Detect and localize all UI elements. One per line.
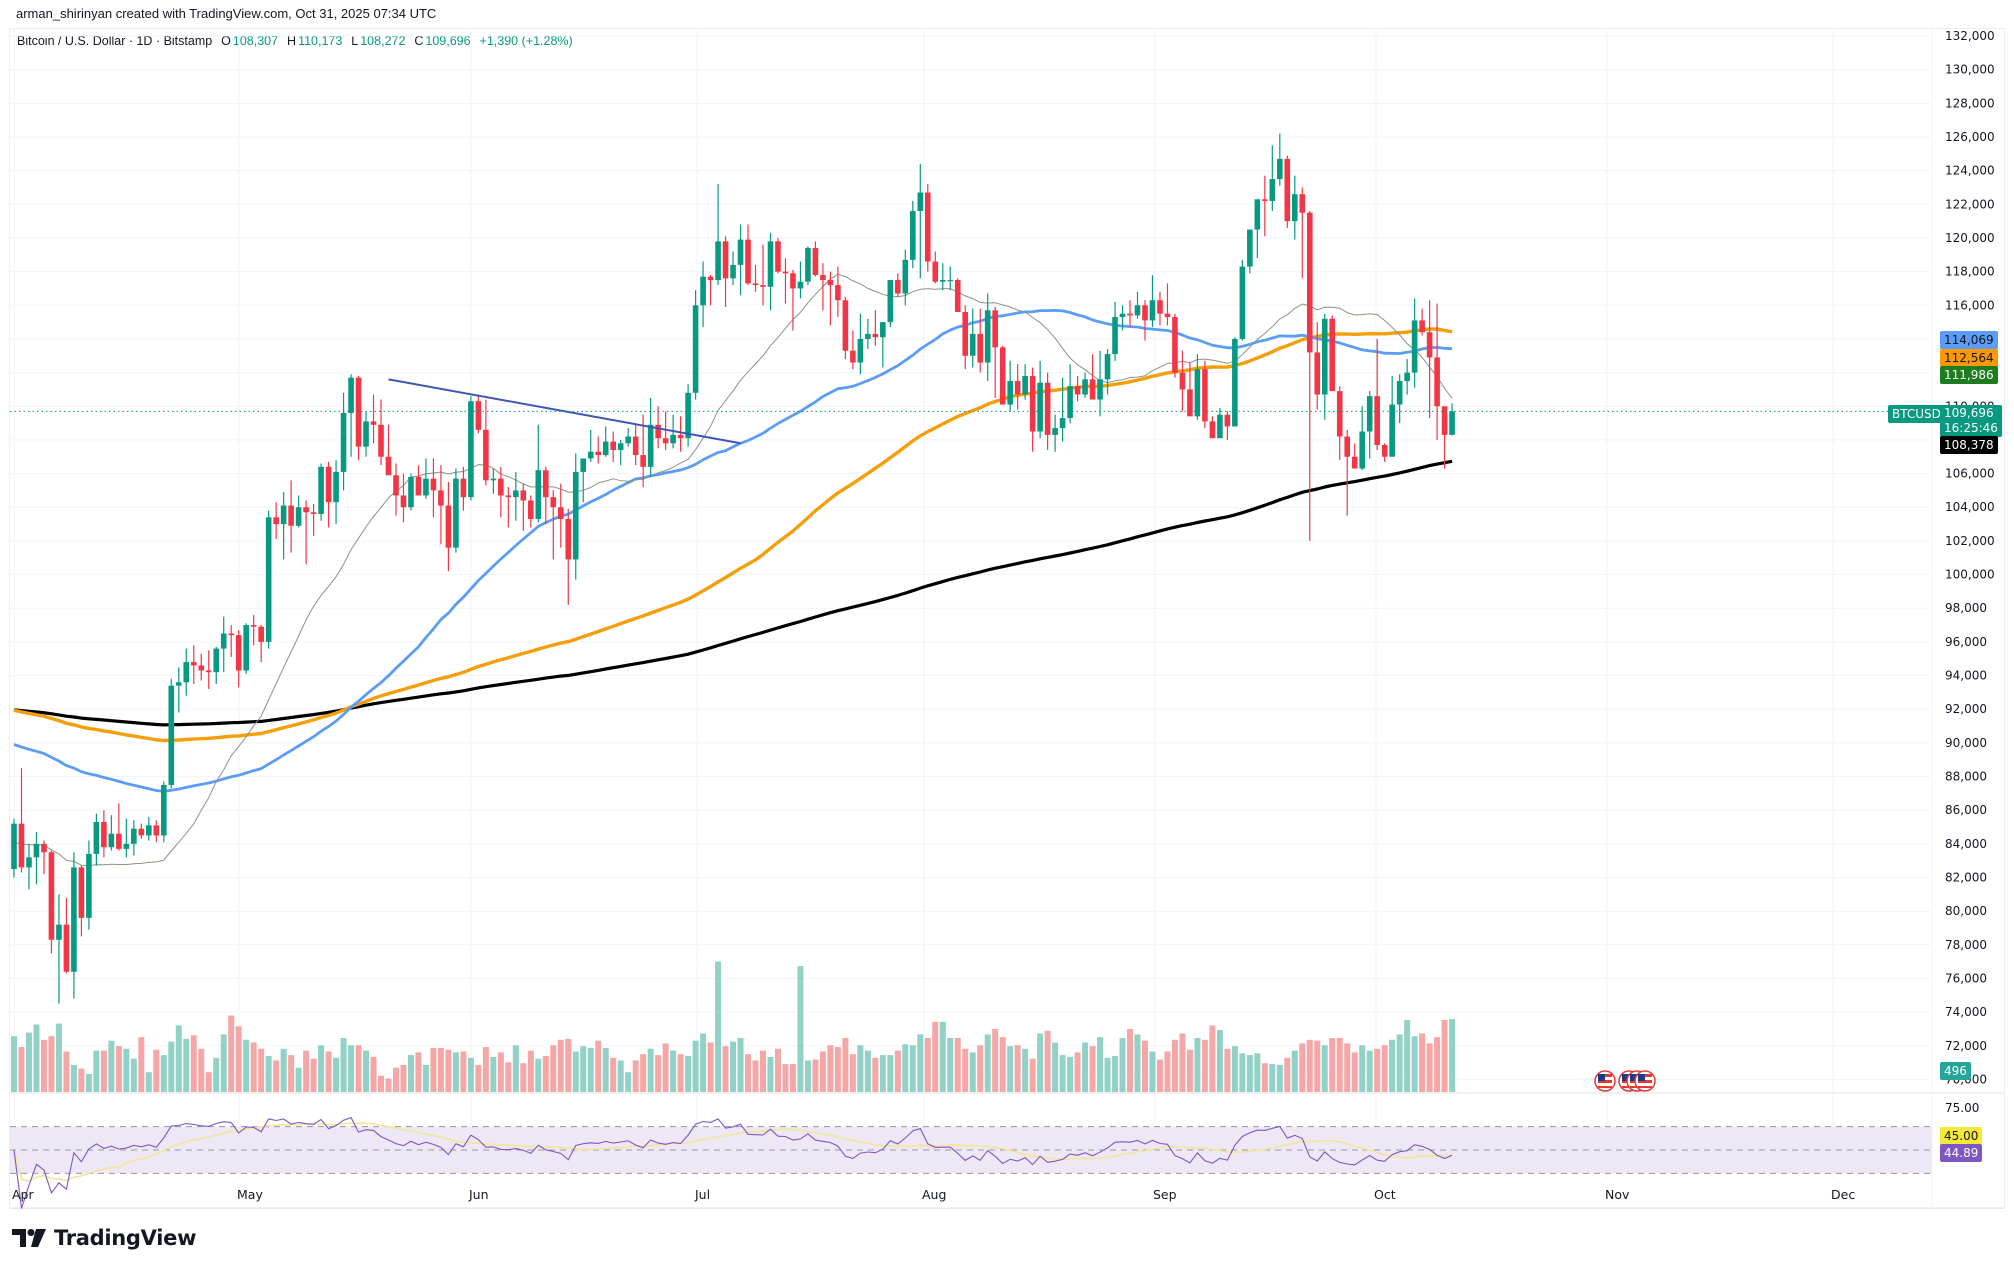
brand-name: TradingView <box>54 1226 197 1250</box>
ma50-price-tag: 114,069 <box>1940 331 1998 349</box>
us-event-flag-icon[interactable] <box>1594 1070 1616 1092</box>
volume-bars <box>11 961 1456 1092</box>
rsi-indicator <box>13 1116 1453 1209</box>
tradingview-logo[interactable]: TradingView <box>12 1226 196 1250</box>
economic-events[interactable] <box>1594 1070 1656 1092</box>
price-tick-label: 86,000 <box>1945 803 1987 817</box>
grid-lines <box>10 28 2004 1209</box>
chart-attribution: arman_shirinyan created with TradingView… <box>16 6 437 21</box>
rsi-ma-tag: 45.00 <box>1940 1127 1983 1145</box>
price-tick-label: 124,000 <box>1945 164 1995 178</box>
price-tick-label: 122,000 <box>1945 197 1995 211</box>
price-tick-label: 94,000 <box>1945 669 1987 683</box>
price-tick-label: 126,000 <box>1945 130 1995 144</box>
moving-averages <box>13 273 1453 867</box>
price-tick-label: 104,000 <box>1945 500 1995 514</box>
price-tick-label: 106,000 <box>1945 467 1995 481</box>
ma200-price-tag: 108,378 <box>1940 436 1998 454</box>
price-tick-label: 90,000 <box>1945 736 1987 750</box>
close-label: C <box>414 34 424 48</box>
time-axis[interactable]: Apr May Jun Jul Aug Sep Oct Nov Dec <box>12 1187 1855 1202</box>
price-tick-label: 74,000 <box>1945 1005 1987 1019</box>
price-tick-label: 88,000 <box>1945 770 1987 784</box>
price-tick-label: 82,000 <box>1945 871 1987 885</box>
price-tick-label: 130,000 <box>1945 63 1995 77</box>
time-tick-label: Nov <box>1605 1187 1630 1202</box>
time-tick-label: Dec <box>1831 1187 1855 1202</box>
open-value: 108,307 <box>232 34 279 48</box>
time-tick-label: May <box>237 1187 263 1202</box>
symbol-title[interactable]: Bitcoin / U.S. Dollar · 1D · Bitstamp <box>17 34 213 48</box>
price-tick-label: 92,000 <box>1945 702 1987 716</box>
price-tick-label: 116,000 <box>1945 298 1995 312</box>
price-tick-label: 128,000 <box>1945 96 1995 110</box>
low-label: L <box>351 34 359 48</box>
symbol-tag: BTCUSD <box>1888 405 1945 423</box>
high-label: H <box>287 34 297 48</box>
price-tick-label: 72,000 <box>1945 1039 1987 1053</box>
open-label: O <box>221 34 231 48</box>
price-tick-label: 100,000 <box>1945 568 1995 582</box>
time-tick-label: Jul <box>694 1187 710 1202</box>
time-tick-label: Sep <box>1153 1187 1177 1202</box>
price-tick-label: 78,000 <box>1945 938 1987 952</box>
rsi-value-tag: 44.89 <box>1940 1144 1983 1162</box>
rsi-levels <box>10 1126 1932 1174</box>
candlesticks <box>11 133 1455 1004</box>
rsi-axis-label: 75.00 <box>1945 1101 1979 1115</box>
last-price-value: 109,696 <box>1944 406 1994 420</box>
change-value: +1,390 (+1.28%) <box>479 34 573 48</box>
tradingview-logo-icon <box>12 1229 46 1247</box>
price-axis[interactable]: 132,000 130,000 128,000 126,000 124,000 122,0… <box>1945 29 1995 1115</box>
time-tick-label: Apr <box>12 1187 34 1202</box>
last-price-tag: 109,696 16:25:46 <box>1940 405 2002 437</box>
price-tick-label: 76,000 <box>1945 971 1987 985</box>
close-value: 109,696 <box>425 34 471 48</box>
ma100-price-tag: 112,564 <box>1940 349 1998 367</box>
time-tick-label: Aug <box>922 1187 946 1202</box>
low-value: 108,272 <box>360 34 406 48</box>
price-tick-label: 80,000 <box>1945 904 1987 918</box>
volume-tag: 496 <box>1940 1062 1971 1080</box>
time-tick-label: Oct <box>1374 1187 1396 1202</box>
ma20-price-tag: 111,986 <box>1940 366 1998 384</box>
time-tick-label: Jun <box>468 1187 489 1202</box>
price-tick-label: 120,000 <box>1945 231 1995 245</box>
price-tick-label: 132,000 <box>1945 29 1995 43</box>
bar-countdown: 16:25:46 <box>1944 421 1998 435</box>
price-tick-label: 118,000 <box>1945 265 1995 279</box>
high-value: 110,173 <box>298 34 343 48</box>
price-tick-label: 84,000 <box>1945 837 1987 851</box>
us-event-flag-icon[interactable] <box>1634 1070 1656 1092</box>
price-tick-label: 102,000 <box>1945 534 1995 548</box>
price-tick-label: 98,000 <box>1945 601 1987 615</box>
price-tick-label: 96,000 <box>1945 635 1987 649</box>
